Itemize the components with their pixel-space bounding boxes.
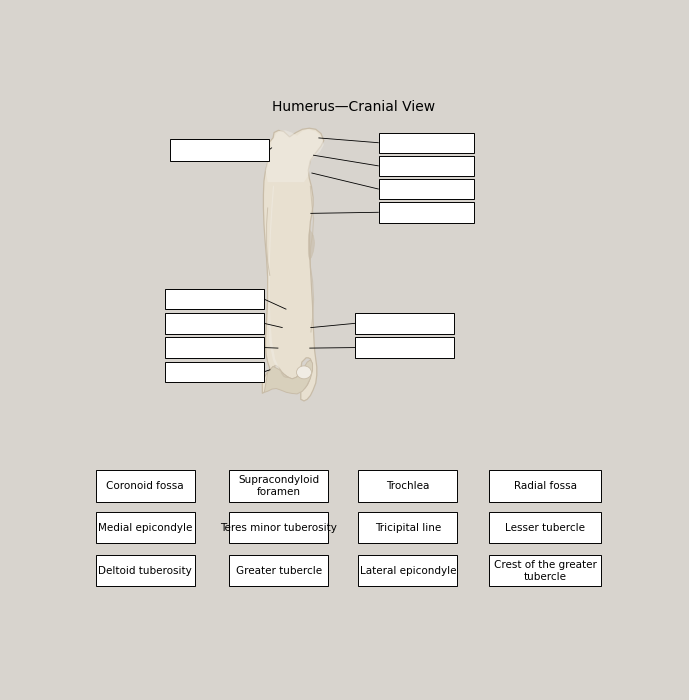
Text: Lateral epicondyle: Lateral epicondyle xyxy=(360,566,456,575)
Text: Coronoid fossa: Coronoid fossa xyxy=(106,481,184,491)
Polygon shape xyxy=(265,130,324,182)
FancyBboxPatch shape xyxy=(379,202,474,223)
Text: Deltoid tuberosity: Deltoid tuberosity xyxy=(99,566,192,575)
FancyBboxPatch shape xyxy=(229,512,328,543)
FancyBboxPatch shape xyxy=(379,132,474,153)
Text: Medial epicondyle: Medial epicondyle xyxy=(98,523,192,533)
FancyBboxPatch shape xyxy=(379,179,474,200)
FancyBboxPatch shape xyxy=(165,313,264,334)
Text: Crest of the greater
tubercle: Crest of the greater tubercle xyxy=(494,560,597,582)
Polygon shape xyxy=(308,230,315,259)
Polygon shape xyxy=(268,186,284,375)
Ellipse shape xyxy=(296,366,311,379)
FancyBboxPatch shape xyxy=(170,139,269,160)
FancyBboxPatch shape xyxy=(165,289,264,309)
FancyBboxPatch shape xyxy=(229,555,328,587)
FancyBboxPatch shape xyxy=(165,362,264,382)
Text: Humerus—Cranial View: Humerus—Cranial View xyxy=(271,100,435,114)
FancyBboxPatch shape xyxy=(229,470,328,502)
FancyBboxPatch shape xyxy=(356,313,454,334)
FancyBboxPatch shape xyxy=(489,512,601,543)
FancyBboxPatch shape xyxy=(358,555,457,587)
FancyBboxPatch shape xyxy=(379,155,474,176)
FancyBboxPatch shape xyxy=(96,470,194,502)
Polygon shape xyxy=(263,128,324,401)
FancyBboxPatch shape xyxy=(358,512,457,543)
Text: Tricipital line: Tricipital line xyxy=(375,523,441,533)
Text: Trochlea: Trochlea xyxy=(386,481,429,491)
FancyBboxPatch shape xyxy=(96,555,194,587)
Text: Lesser tubercle: Lesser tubercle xyxy=(505,523,586,533)
FancyBboxPatch shape xyxy=(489,470,601,502)
FancyBboxPatch shape xyxy=(489,555,601,587)
FancyBboxPatch shape xyxy=(96,512,194,543)
FancyBboxPatch shape xyxy=(165,337,264,358)
Polygon shape xyxy=(265,360,313,394)
Text: Supracondyloid
foramen: Supracondyloid foramen xyxy=(238,475,319,497)
Text: Teres minor tuberosity: Teres minor tuberosity xyxy=(220,523,337,533)
FancyBboxPatch shape xyxy=(358,470,457,502)
Text: Radial fossa: Radial fossa xyxy=(514,481,577,491)
Text: Greater tubercle: Greater tubercle xyxy=(236,566,322,575)
FancyBboxPatch shape xyxy=(356,337,454,358)
